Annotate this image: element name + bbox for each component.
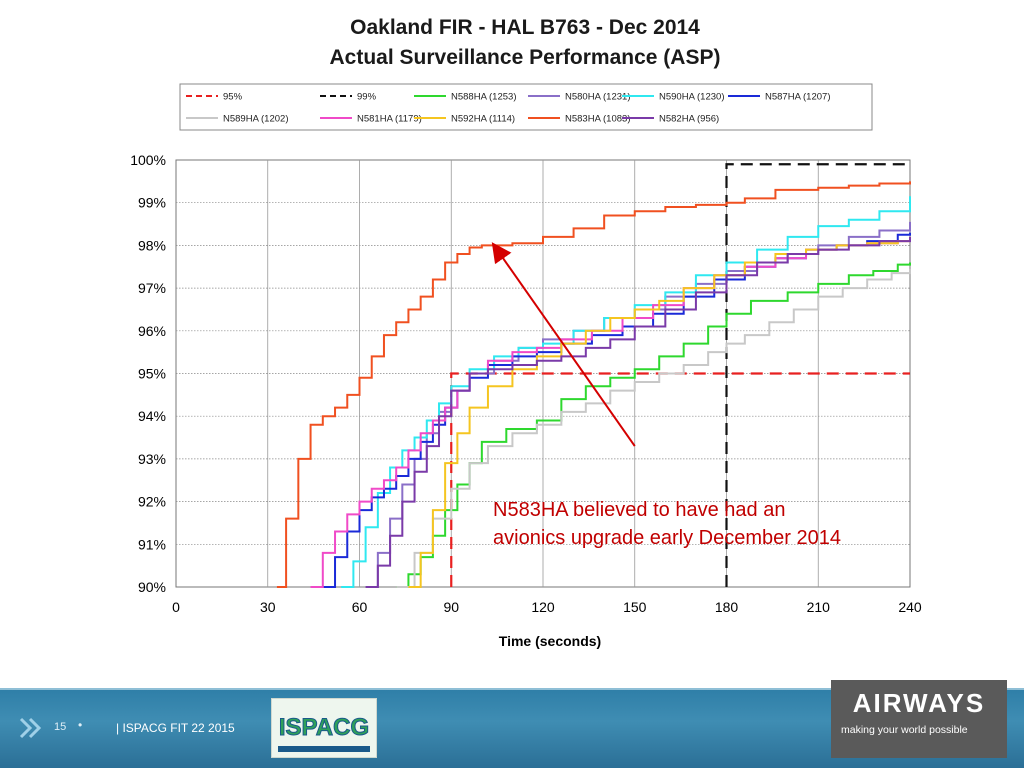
x-tick-label: 90	[443, 599, 459, 615]
y-tick-label: 98%	[138, 237, 166, 253]
series-line-n583ha	[276, 181, 911, 588]
annotation-line-1: N583HA believed to have had an	[493, 499, 785, 521]
y-tick-label: 96%	[138, 323, 166, 339]
y-tick-label: 94%	[138, 408, 166, 424]
footer-bullet: •	[78, 718, 83, 732]
y-tick-label: 100%	[130, 152, 166, 168]
y-tick-label: 92%	[138, 494, 166, 510]
legend-label: N592HA (1114)	[451, 114, 515, 125]
x-tick-label: 0	[172, 599, 180, 615]
legend-box	[179, 83, 873, 131]
annotation-arrow	[491, 242, 636, 447]
annotation-line-2: avionics upgrade early December 2014	[493, 527, 841, 549]
footer-divider	[0, 688, 1024, 691]
series-line-99pct	[725, 163, 910, 587]
chart-ticks: 90% 91% 92% 93% 94% 95% 96% 97% 98% 99% 100% 0 30 60 9…	[130, 152, 922, 615]
legend-label: N581HA (1179)	[357, 114, 422, 125]
y-tick-label: 99%	[138, 195, 166, 211]
legend-label: N589HA (1202)	[223, 114, 288, 125]
series-line-95pct	[450, 372, 910, 587]
chevron-right-icon	[19, 717, 42, 739]
x-tick-label: 210	[807, 599, 831, 615]
airways-logo: AIRWAYS making your world possible	[831, 680, 1007, 758]
footer-text: | ISPACG FIT 22 2015	[116, 721, 235, 735]
legend-label: 99%	[357, 92, 377, 103]
y-tick-label: 93%	[138, 451, 166, 467]
x-tick-label: 150	[623, 599, 647, 615]
page-number: 15	[54, 721, 67, 733]
legend-label: N580HA (1231)	[565, 92, 630, 103]
x-axis-label: Time (seconds)	[499, 633, 601, 649]
y-tick-label: 90%	[138, 579, 166, 595]
chart-legend: 95% 99% N588HA (1253) N580HA (1231) N590HA (…	[179, 83, 873, 131]
legend-label: N587HA (1207)	[765, 92, 830, 103]
annotation: N583HA believed to have had an avionics …	[491, 242, 841, 549]
x-tick-label: 60	[352, 599, 368, 615]
chart-canvas: Oakland FIR - HAL B763 - Dec 2014 Actual…	[130, 16, 922, 649]
ispacg-logo: ISPACG	[271, 698, 377, 758]
legend-label: N588HA (1253)	[451, 92, 516, 103]
x-tick-label: 120	[531, 599, 555, 615]
legend-label: N582HA (956)	[659, 114, 719, 125]
legend-label: N590HA (1230)	[659, 92, 724, 103]
chart-title-line-1: Oakland FIR - HAL B763 - Dec 2014	[350, 16, 700, 39]
legend-label: N583HA (1083)	[565, 114, 630, 125]
ispacg-logo-text: ISPACG	[279, 714, 369, 741]
y-tick-label: 97%	[138, 280, 166, 296]
series-line-n582ha	[365, 236, 911, 588]
x-tick-label: 180	[715, 599, 739, 615]
airways-logo-name: AIRWAYS	[852, 688, 986, 718]
y-tick-label: 95%	[138, 366, 166, 382]
y-tick-label: 91%	[138, 536, 166, 552]
series-line-n592ha	[408, 240, 910, 588]
series-line-n589ha	[396, 268, 911, 588]
x-tick-label: 30	[260, 599, 276, 615]
airways-tagline: making your world possible	[841, 724, 968, 736]
x-tick-label: 240	[898, 599, 922, 615]
chart-title-line-2: Actual Surveillance Performance (ASP)	[330, 46, 721, 69]
chart-series	[276, 163, 911, 588]
legend-label: 95%	[223, 92, 243, 103]
